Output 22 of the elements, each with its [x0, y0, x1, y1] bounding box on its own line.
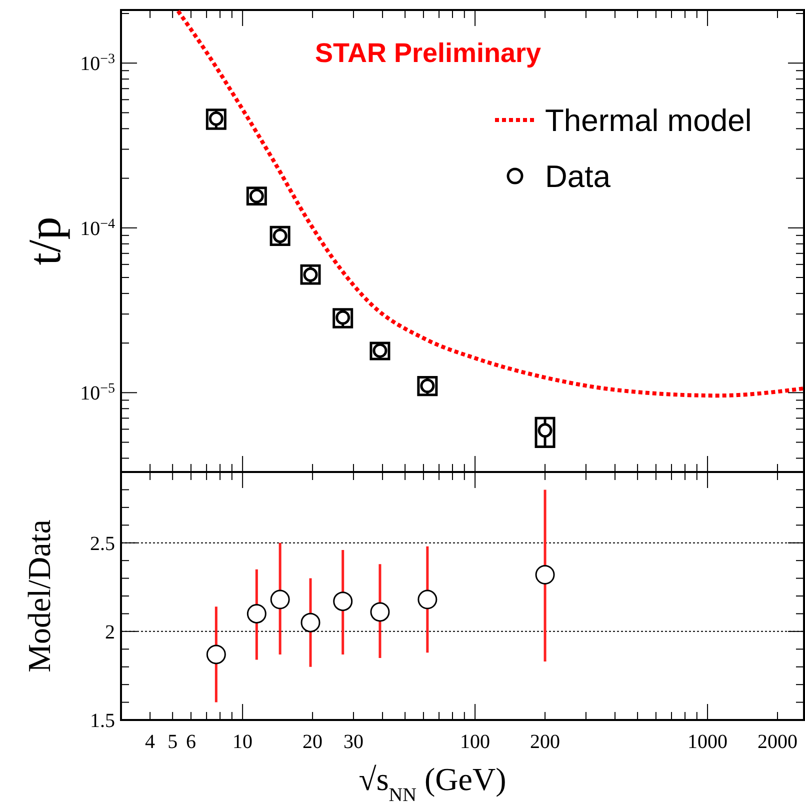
- y-tick-label: 10$^{−5}$: [80, 381, 115, 405]
- x-tick-label: 200: [530, 731, 560, 753]
- x-tick-label: 1000: [688, 731, 728, 753]
- x-tick-label: 10: [232, 731, 253, 753]
- y-tick-label: 10$^{−3}$: [80, 52, 115, 76]
- y-tick-label: 2: [105, 621, 115, 644]
- y-axis-title: Model/Data: [21, 520, 57, 672]
- x-tick-label: 5: [168, 731, 178, 753]
- y-tick-label: 10$^{−4}$: [80, 216, 115, 240]
- x-tick-label: 2000: [758, 731, 798, 753]
- y-tick-label: 2.5: [90, 532, 115, 555]
- y-axis-title: t/p: [19, 216, 70, 266]
- x-tick-label: 100: [460, 731, 490, 753]
- x-tick-label: 30: [343, 731, 364, 753]
- legend-label: Thermal model: [545, 102, 752, 138]
- annotation: STAR Preliminary: [314, 38, 542, 68]
- legend-label: Data: [545, 158, 612, 194]
- x-tick-label: 6: [186, 731, 196, 753]
- x-axis-title: √s$_{NN}$ (GeV): [358, 761, 506, 802]
- x-tick-label: 20: [302, 731, 323, 753]
- x-tick-label: 4: [145, 731, 156, 753]
- y-tick-label: 1.5: [90, 710, 115, 732]
